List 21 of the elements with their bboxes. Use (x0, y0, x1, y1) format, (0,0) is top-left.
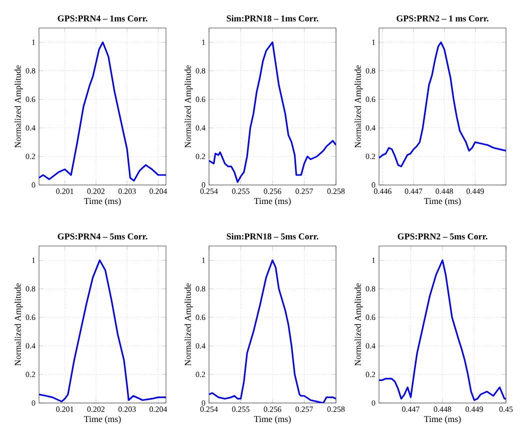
line-series (209, 41, 336, 183)
x-axis-title: Time (ms) (424, 198, 461, 206)
x-axis-title: Time (ms) (424, 416, 461, 424)
y-axis-title: Normalized Amplitude (184, 283, 193, 366)
y-axis-title: Normalized Amplitude (354, 283, 363, 366)
chart-title: GPS:PRN4 – 1ms Corr. (58, 15, 148, 22)
line-series (39, 41, 166, 182)
x-axis-title: Time (ms) (84, 198, 121, 206)
y-axis-title: Normalized Amplitude (14, 65, 23, 148)
x-axis-title: Time (ms) (254, 198, 291, 206)
x-axis-title: Time (ms) (254, 416, 291, 424)
x-axis-title: Time (ms) (84, 416, 121, 424)
chart-title: GPS:PRN4 – 5ms Corr. (58, 233, 148, 240)
y-axis-title: Normalized Amplitude (14, 283, 23, 366)
y-axis-title: Normalized Amplitude (184, 65, 193, 148)
chart-title: Sim:PRN18 – 5ms Corr. (226, 233, 318, 240)
chart-title: GPS:PRN2 – 1 ms Corr. (396, 15, 488, 22)
line-series (379, 41, 506, 168)
chart-title: GPS:PRN2 – 5ms Corr. (398, 233, 488, 240)
y-axis-title: Normalized Amplitude (354, 65, 363, 148)
chart-title: Sim:PRN18 – 1ms Corr. (226, 15, 318, 22)
